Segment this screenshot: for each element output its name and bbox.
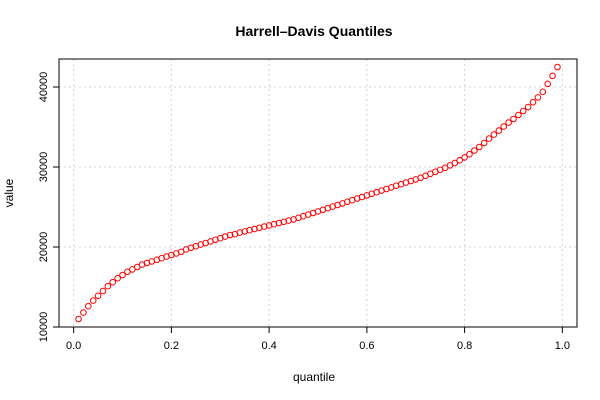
data-point [451, 159, 459, 167]
data-point [99, 287, 107, 295]
data-point [475, 143, 483, 151]
y-tick-label: 40000 [38, 72, 50, 103]
data-point [500, 123, 507, 130]
data-point [544, 80, 551, 88]
data-point [485, 135, 493, 142]
data-point [529, 98, 537, 106]
data-point [85, 302, 92, 310]
data-point [510, 115, 517, 123]
plot-frame [58, 58, 578, 328]
data-point [539, 88, 547, 96]
x-axis-label: quantile [293, 370, 335, 384]
data-point [554, 63, 561, 71]
data-point [89, 297, 97, 304]
data-point [75, 315, 82, 323]
y-axis-label: value [2, 178, 16, 207]
data-point [524, 103, 532, 111]
x-tick-label: 0.0 [66, 340, 81, 352]
data-point [114, 274, 121, 282]
data-point [515, 111, 522, 119]
data-point [466, 150, 473, 158]
data-point [519, 107, 527, 115]
data-point [549, 72, 556, 80]
data-point [495, 127, 503, 134]
data-point [119, 271, 126, 279]
data-point [490, 131, 498, 138]
data-point [80, 309, 87, 316]
data-point [226, 231, 234, 239]
y-tick-label: 30000 [38, 152, 50, 183]
grid-lines [59, 59, 577, 328]
data-point [480, 139, 488, 147]
chart-title: Harrell–Davis Quantiles [235, 23, 392, 39]
x-tick-label: 0.2 [164, 340, 179, 352]
x-tick-label: 0.6 [359, 340, 374, 352]
axes: 0.0 0.2 0.4 0.6 0.8 1.0 10000 20000 30000 40000 [38, 72, 570, 352]
data-point [471, 147, 478, 154]
data-point [505, 119, 512, 126]
data-point [461, 154, 468, 161]
x-tick-label: 0.4 [261, 340, 276, 352]
data-point [104, 282, 112, 290]
x-tick-label: 0.8 [457, 340, 472, 352]
y-tick-label: 10000 [38, 312, 50, 343]
data-point [456, 156, 464, 164]
x-tick-label: 1.0 [555, 340, 570, 352]
data-point [534, 94, 542, 101]
y-tick-label: 20000 [38, 232, 50, 263]
data-points [75, 63, 561, 323]
data-point [109, 278, 117, 286]
data-point [94, 292, 102, 300]
